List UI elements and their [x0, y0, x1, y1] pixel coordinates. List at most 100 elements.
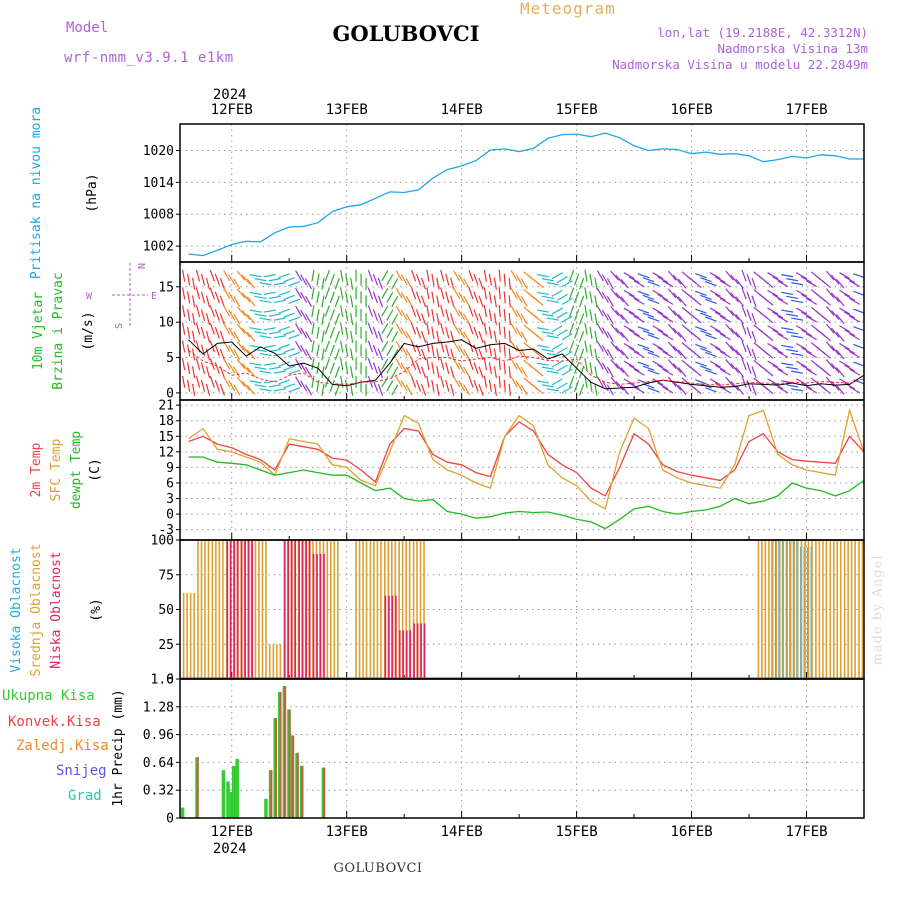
wind-vector — [839, 378, 851, 386]
wind-vector — [273, 335, 286, 339]
wind-vector — [741, 322, 747, 335]
wind-vector — [236, 288, 246, 299]
wind-vector — [483, 287, 488, 300]
wind-vector — [420, 366, 427, 378]
rain-total-bar — [180, 807, 185, 818]
wind-vector — [786, 366, 799, 370]
wind-vector — [652, 289, 664, 297]
wind-vector — [672, 274, 682, 285]
wind-vector — [695, 379, 707, 385]
wind-vector — [584, 340, 588, 353]
wind-vector — [345, 344, 349, 357]
wind-vector — [273, 282, 286, 286]
wind-vector — [321, 313, 325, 326]
wind-vector — [259, 370, 272, 374]
wind-vector — [839, 289, 851, 297]
wind-vector — [440, 375, 445, 388]
model-label: Model — [66, 20, 109, 36]
wind-vector — [691, 314, 702, 324]
wind-vector — [273, 352, 286, 357]
wind-vector — [801, 311, 813, 319]
wind-vector — [628, 311, 640, 319]
wind-vector — [278, 290, 291, 297]
wind-vector — [483, 375, 488, 388]
wind-vector — [228, 362, 236, 374]
wind-vector — [246, 349, 256, 360]
wind-vector — [601, 291, 609, 303]
y-tick-label: 0.32 — [143, 784, 174, 799]
wind-vector — [324, 322, 330, 335]
wind-vector — [801, 364, 813, 372]
wind-vector — [735, 384, 744, 395]
wind-vector — [321, 348, 325, 361]
wind-vector — [551, 272, 563, 280]
wind-vector — [835, 278, 845, 289]
wind-vector — [463, 331, 471, 343]
wind-vector — [283, 347, 296, 354]
wind-vector — [463, 295, 471, 307]
wind-vector — [584, 305, 588, 318]
rain-total-bar — [232, 765, 236, 818]
wind-vector — [725, 359, 734, 370]
wind-vector — [233, 384, 241, 396]
wind-vector — [488, 309, 493, 322]
wind-vector — [273, 317, 286, 321]
wind-vector — [381, 376, 389, 388]
wind-vector — [830, 292, 840, 303]
wind-vector — [228, 344, 236, 356]
wind-vector — [278, 273, 291, 279]
wind-vector — [781, 274, 794, 278]
wind-vector — [391, 366, 399, 378]
wind-vector — [515, 327, 523, 339]
wind-vector — [691, 385, 702, 395]
wind-vector — [719, 386, 731, 394]
wind-vector — [372, 362, 379, 374]
precip-legend-item: Ukupna Kisa — [2, 688, 95, 704]
wind-vector — [283, 365, 296, 371]
wind-vector — [835, 296, 845, 307]
wind-vector — [781, 309, 794, 313]
wind-vector — [195, 375, 201, 388]
wind-vector — [596, 323, 604, 335]
wind-vector — [541, 313, 554, 317]
wind-vector — [254, 331, 267, 335]
wind-vector — [436, 348, 440, 361]
wind-vector — [825, 323, 835, 334]
wind-vector — [468, 376, 474, 388]
wind-vector — [835, 331, 845, 342]
wind-vector — [372, 344, 379, 357]
wind-vector — [536, 291, 549, 296]
wind-vector — [463, 366, 471, 378]
wind-vector — [214, 326, 220, 339]
wind-vector — [205, 383, 211, 396]
wind-vector — [288, 316, 301, 322]
wind-vector — [209, 287, 215, 300]
wind-vector — [520, 366, 528, 378]
wind-vector — [453, 270, 461, 282]
wind-vector — [254, 384, 267, 388]
wind-vector — [628, 364, 640, 372]
wind-vector — [735, 314, 744, 325]
y-tick-label: 0 — [166, 386, 174, 401]
cloud-low-axis-title: Niska Oblacnost — [49, 551, 64, 668]
bottom-axis-year: 2024 — [213, 841, 247, 857]
wind-vector — [520, 331, 528, 343]
y-tick-label: 1020 — [143, 144, 174, 159]
bottom-axis-date-label: 15FEB — [556, 824, 598, 840]
wind-vector — [329, 326, 335, 339]
wind-vector — [615, 380, 625, 391]
wind-vector — [844, 364, 856, 372]
temp2m-axis-title: 2m Temp — [29, 442, 44, 497]
wind-vector — [468, 305, 474, 317]
wind-vector — [709, 325, 721, 333]
temp-unit-label: (C) — [88, 458, 103, 481]
wind-vector — [510, 358, 518, 370]
wind-vector — [508, 313, 511, 326]
wind-vector — [584, 358, 588, 371]
wind-vector — [623, 325, 635, 333]
wind-vector — [241, 327, 251, 338]
wind-vector — [381, 287, 389, 299]
wind-vector — [191, 295, 196, 308]
wind-vector — [610, 341, 620, 352]
wind-vector — [610, 288, 620, 299]
